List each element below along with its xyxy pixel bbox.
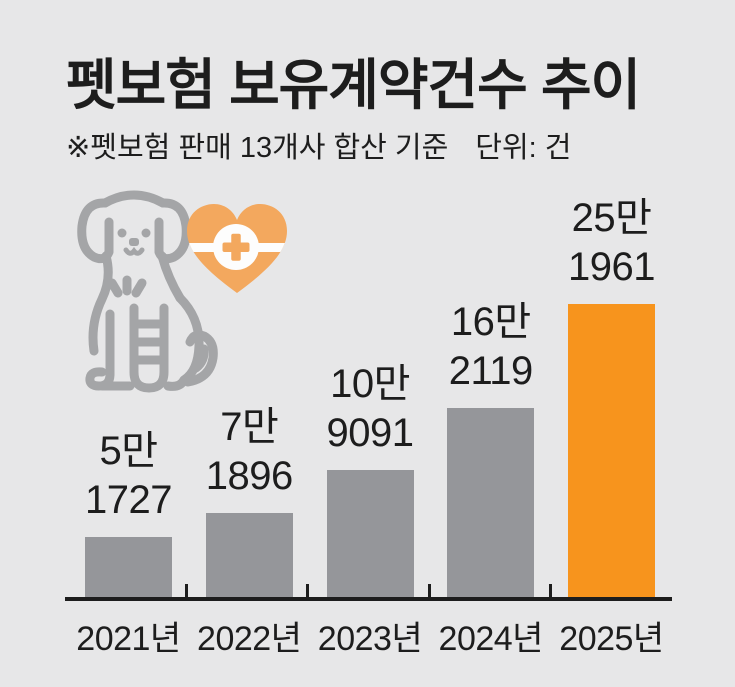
- page-title: 펫보험 보유계약건수 추이: [66, 54, 641, 116]
- bar-value-line: 1727: [85, 478, 172, 522]
- chart-subtitle: ※펫보험 판매 13개사 합산 기준 단위: 건: [66, 124, 571, 166]
- x-axis-label: 2024년: [438, 620, 544, 658]
- x-axis-label: 2021년: [76, 620, 181, 658]
- x-axis-label: 2022년: [197, 620, 302, 658]
- bar-value-line: 10만: [330, 362, 410, 406]
- bar-value-line: 16만: [450, 300, 531, 344]
- axis-tick: [184, 584, 188, 598]
- injured-dog-icon: [72, 186, 218, 407]
- bar-value-line: 9091: [326, 411, 414, 455]
- bar-value-line: 25만: [571, 196, 652, 240]
- bar-2023: [326, 470, 414, 597]
- x-axis-label: 2025년: [559, 620, 664, 658]
- axis-tick: [549, 584, 553, 598]
- bar-value-label: 7만 1896: [169, 403, 329, 501]
- bar-value-line: 1961: [568, 245, 655, 289]
- chart-note: ※펫보험 판매 13개사 합산 기준: [66, 132, 449, 164]
- heart-medical-cross-icon: [185, 202, 289, 300]
- bar-value-label: 10만 9091: [290, 360, 450, 458]
- axis-tick: [427, 584, 431, 598]
- bar-value-line: 2119: [448, 349, 534, 393]
- bar-2022: [205, 513, 293, 597]
- x-axis-label: 2023년: [317, 620, 423, 658]
- bar-value-label: 5만 1727: [49, 427, 209, 525]
- bar-value-line: 7만: [220, 405, 279, 449]
- bar-2025: [568, 304, 655, 597]
- axis-tick: [306, 584, 310, 598]
- bar-2021: [85, 537, 172, 597]
- unit-label: 단위: 건: [475, 132, 572, 164]
- bar-2024: [447, 408, 535, 597]
- bar-value-label: 16만 2119: [411, 298, 571, 396]
- x-axis-line: [65, 597, 672, 601]
- bar-value-label: 25만 1961: [532, 194, 692, 292]
- bar-value-line: 5만: [99, 429, 158, 473]
- bar-value-line: 1896: [205, 454, 293, 498]
